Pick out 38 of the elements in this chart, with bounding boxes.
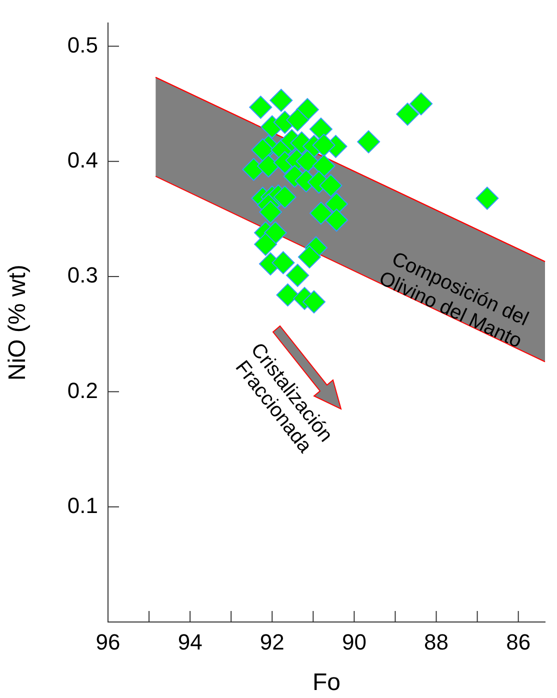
point — [396, 102, 420, 126]
x-tick-label: 86 — [506, 629, 531, 654]
point — [251, 138, 274, 162]
point — [264, 221, 287, 244]
point — [410, 92, 433, 116]
point — [256, 154, 280, 178]
point — [286, 108, 310, 132]
point — [319, 174, 342, 198]
x-tick-label: 90 — [342, 629, 366, 654]
point — [258, 200, 282, 224]
point — [312, 134, 336, 157]
point — [309, 202, 332, 225]
point — [312, 154, 336, 178]
point — [249, 96, 272, 119]
point — [254, 232, 278, 256]
point — [276, 283, 300, 306]
point — [286, 264, 310, 287]
point — [272, 251, 295, 274]
y-tick-label: 0.2 — [67, 378, 98, 403]
point — [476, 186, 499, 210]
point — [309, 118, 332, 141]
point — [357, 130, 380, 154]
x-tick-label: 88 — [424, 629, 449, 654]
y-axis-title: NiO (% wt) — [4, 264, 32, 381]
point — [325, 208, 348, 232]
point — [296, 150, 319, 173]
y-tick-label: 0.4 — [67, 147, 98, 172]
point — [270, 88, 293, 112]
point — [302, 290, 326, 314]
y-tick-label: 0.5 — [67, 32, 98, 58]
point — [273, 186, 296, 209]
y-tick-label: 0.3 — [67, 262, 98, 288]
x-tick-label: 94 — [178, 629, 202, 654]
point — [298, 245, 321, 268]
x-tick-label: 96 — [96, 629, 120, 654]
y-tick-label: 0.1 — [67, 492, 98, 518]
x-axis-title: Fo — [312, 669, 341, 696]
x-tick-label: 92 — [260, 629, 284, 654]
